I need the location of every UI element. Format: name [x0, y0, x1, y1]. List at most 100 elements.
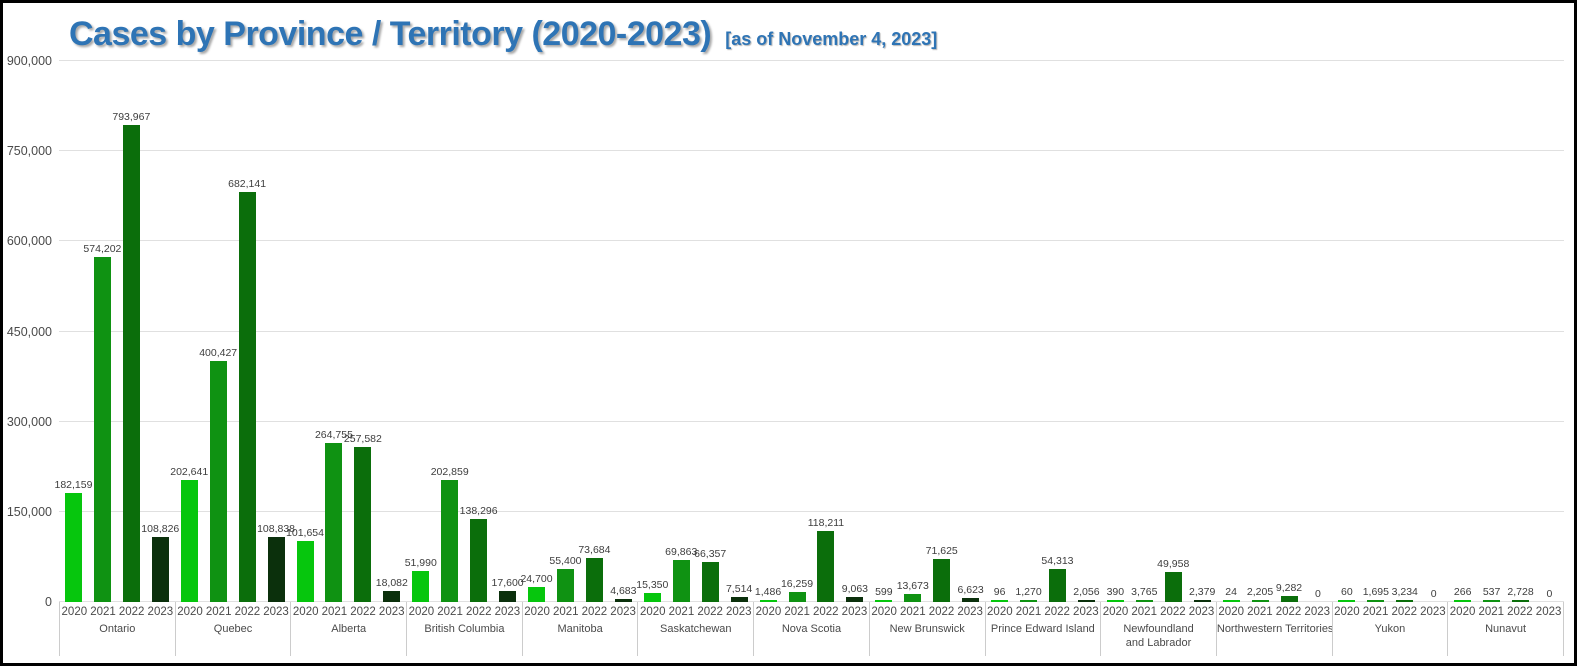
x-group-yukon: 2020 2021 2022 2023 Yukon [1331, 602, 1448, 656]
bar-ontario-2021[interactable] [93, 257, 111, 602]
bar-quebec-2022[interactable] [238, 192, 256, 602]
y-tick-label: 750,000 [6, 144, 52, 159]
bar-northwestern-territories-2021[interactable] [1251, 600, 1269, 602]
bar-northwestern-territories-2020[interactable] [1222, 600, 1240, 602]
years-row: 2020 2021 2022 2023 [754, 602, 869, 618]
gridline [59, 330, 1564, 332]
bar-slot: 257,582 [344, 61, 382, 602]
bar-slot: 1,486 [754, 61, 783, 602]
bar-new-brunswick-2023[interactable] [962, 598, 980, 602]
bar-nova-scotia-2021[interactable] [788, 592, 806, 602]
bar-value-label: 266 [1453, 585, 1472, 598]
bar-saskatchewan-2022[interactable] [701, 562, 719, 602]
year-label: 2023 [957, 606, 983, 618]
bar-yukon-2022[interactable] [1396, 600, 1414, 602]
bar-slot: 537 [1477, 61, 1506, 602]
bar-group-yukon: 60 1,695 3,234 0 [1332, 61, 1448, 602]
year-label: 2023 [1073, 606, 1099, 618]
bar-nova-scotia-2022[interactable] [817, 531, 835, 602]
bar-slot: 17,600 [492, 61, 524, 602]
bar-value-label: 0 [1315, 587, 1321, 600]
year-label: 2020 [61, 606, 88, 618]
bar-prince-edward-island-2020[interactable] [991, 600, 1009, 602]
bar-value-label: 3,765 [1131, 585, 1158, 598]
bar-alberta-2021[interactable] [325, 443, 343, 602]
bar-ontario-2020[interactable] [64, 493, 82, 602]
bar-yukon-2020[interactable] [1338, 600, 1356, 602]
year-label: 2022 [1507, 606, 1533, 618]
bar-value-label: 54,313 [1041, 554, 1074, 567]
years-row: 2020 2021 2022 2023 [407, 602, 522, 618]
year-label: 2020 [1449, 606, 1476, 618]
bar-slot: 266 [1448, 61, 1477, 602]
bar-manitoba-2020[interactable] [528, 587, 546, 602]
bar-prince-edward-island-2023[interactable] [1077, 600, 1095, 602]
bar-new-brunswick-2020[interactable] [875, 600, 893, 602]
bar-manitoba-2022[interactable] [585, 558, 603, 602]
bar-british-columbia-2020[interactable] [412, 571, 430, 602]
bar-newfoundland-and-labrador-2021[interactable] [1135, 600, 1153, 602]
bar-new-brunswick-2021[interactable] [904, 594, 922, 602]
bar-nunavut-2020[interactable] [1454, 600, 1472, 602]
bar-newfoundland-and-labrador-2020[interactable] [1106, 600, 1124, 602]
bar-alberta-2020[interactable] [296, 541, 314, 602]
bar-value-label: 2,056 [1073, 585, 1100, 598]
year-label: 2023 [494, 606, 521, 618]
bar-british-columbia-2022[interactable] [470, 519, 488, 602]
bar-value-label: 13,673 [896, 579, 929, 592]
bar-slot: 138,296 [460, 61, 498, 602]
year-label: 2023 [1188, 606, 1215, 618]
bar-ontario-2022[interactable] [122, 125, 140, 602]
bar-slot: 4,683 [609, 61, 638, 602]
bar-value-label: 24,700 [520, 572, 553, 585]
bar-manitoba-2021[interactable] [556, 569, 574, 602]
bar-quebec-2023[interactable] [267, 537, 285, 602]
bar-slot: 6,623 [956, 61, 985, 602]
bar-value-label: 390 [1106, 585, 1125, 598]
bar-slot: 400,427 [199, 61, 237, 602]
bar-ontario-2023[interactable] [151, 537, 169, 602]
bar-northwestern-territories-2022[interactable] [1280, 596, 1298, 602]
bar-newfoundland-and-labrador-2023[interactable] [1193, 600, 1211, 602]
province-label: Prince Edward Island [990, 623, 1095, 635]
bar-value-label: 71,625 [925, 544, 958, 557]
bar-saskatchewan-2023[interactable] [730, 597, 748, 602]
bar-value-label: 202,641 [170, 465, 209, 478]
province-label: Northwestern Territories [1216, 623, 1334, 635]
bar-prince-edward-island-2022[interactable] [1048, 569, 1066, 602]
years-row: 2020 2021 2022 2023 [291, 602, 406, 618]
bar-nunavut-2022[interactable] [1512, 600, 1530, 602]
bar-nunavut-2021[interactable] [1483, 600, 1501, 602]
bar-value-label: 264,755 [314, 428, 353, 441]
bar-value-label: 182,159 [54, 478, 93, 491]
bar-manitoba-2023[interactable] [614, 599, 632, 602]
bar-alberta-2023[interactable] [383, 591, 401, 602]
bar-slot: 1,270 [1014, 61, 1043, 602]
bar-british-columbia-2023[interactable] [499, 591, 517, 602]
year-label: 2020 [1334, 606, 1360, 618]
bar-nova-scotia-2023[interactable] [846, 597, 864, 602]
year-label: 2023 [1535, 606, 1562, 618]
year-label: 2022 [1160, 606, 1186, 618]
bar-slot: 60 [1332, 61, 1361, 602]
bar-saskatchewan-2021[interactable] [672, 560, 690, 602]
bar-quebec-2021[interactable] [209, 361, 227, 602]
bar-new-brunswick-2022[interactable] [933, 559, 951, 602]
bar-yukon-2021[interactable] [1367, 600, 1385, 602]
bar-newfoundland-and-labrador-2022[interactable] [1164, 572, 1182, 602]
bar-slot: 574,202 [83, 61, 121, 602]
bar-value-label: 1,486 [754, 585, 782, 598]
bar-slot: 2,728 [1506, 61, 1535, 602]
bar-saskatchewan-2020[interactable] [643, 593, 661, 602]
bar-british-columbia-2021[interactable] [441, 480, 459, 602]
bar-slot: 182,159 [54, 61, 92, 602]
bar-quebec-2020[interactable] [180, 480, 198, 602]
bar-nova-scotia-2020[interactable] [759, 600, 777, 602]
bar-prince-edward-island-2021[interactable] [1020, 600, 1038, 602]
bar-value-label: 2,379 [1189, 585, 1216, 598]
year-label: 2023 [610, 606, 636, 618]
bar-alberta-2022[interactable] [354, 447, 372, 602]
plot-area: 182,159 574,202 793,967 108,826 202,641 400,4… [54, 60, 1564, 602]
province-label: Newfoundland and Labrador [1123, 623, 1194, 649]
bar-slot: 108,838 [257, 61, 295, 602]
